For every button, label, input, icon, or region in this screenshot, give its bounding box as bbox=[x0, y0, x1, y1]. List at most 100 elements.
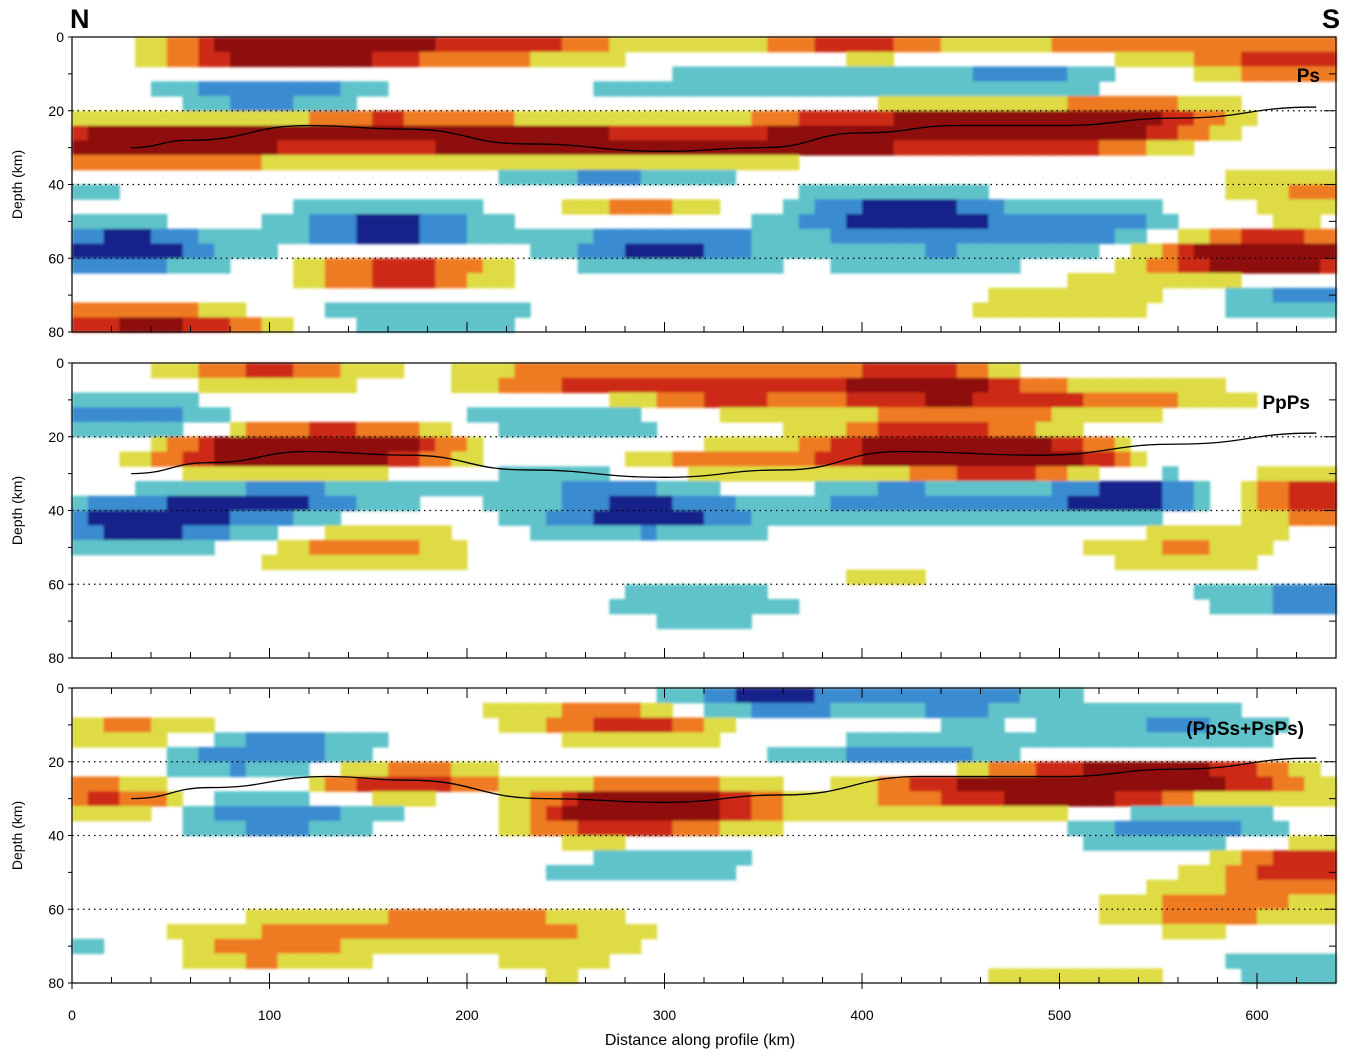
heatmap-cell bbox=[704, 850, 721, 866]
x-tick-label: 600 bbox=[1245, 1007, 1269, 1023]
heatmap-cell bbox=[735, 243, 752, 259]
heatmap-cell bbox=[261, 732, 278, 748]
heatmap-cell bbox=[340, 51, 357, 68]
heatmap-cell bbox=[656, 525, 673, 541]
heatmap-cell bbox=[435, 436, 452, 453]
heatmap-cell bbox=[625, 850, 642, 866]
heatmap-cell bbox=[941, 732, 958, 748]
heatmap-cell bbox=[877, 451, 895, 467]
heatmap-cell bbox=[166, 495, 184, 512]
heatmap-cell bbox=[198, 510, 215, 526]
heatmap-cell bbox=[1067, 110, 1084, 127]
heatmap-cell bbox=[87, 495, 105, 512]
heatmap-cell bbox=[1193, 717, 1211, 733]
heatmap-cell bbox=[1320, 495, 1337, 512]
heatmap-cell bbox=[577, 702, 594, 719]
heatmap-cell bbox=[561, 953, 579, 969]
heatmap-cell bbox=[1051, 125, 1068, 141]
heatmap-cell bbox=[751, 258, 768, 274]
heatmap-cell bbox=[230, 363, 247, 379]
heatmap-cell bbox=[1241, 540, 1258, 556]
heatmap-cell bbox=[625, 702, 642, 719]
heatmap-cell bbox=[103, 125, 120, 141]
heatmap-cell bbox=[356, 140, 373, 156]
heatmap-cell bbox=[609, 363, 626, 379]
heatmap-cell bbox=[198, 761, 215, 778]
heatmap-cell bbox=[467, 909, 484, 925]
heatmap-cell bbox=[309, 37, 326, 53]
heatmap-cell bbox=[451, 125, 468, 141]
heatmap-cell bbox=[1241, 554, 1258, 571]
heatmap-cell bbox=[956, 791, 974, 807]
heatmap-cell bbox=[1067, 81, 1084, 97]
heatmap-cell bbox=[198, 525, 215, 541]
heatmap-cell bbox=[356, 317, 373, 333]
heatmap-cell bbox=[214, 451, 231, 467]
heatmap-cell bbox=[340, 140, 357, 156]
heatmap-cell bbox=[830, 451, 847, 467]
heatmap-cell bbox=[846, 184, 863, 200]
heatmap-cell bbox=[1257, 466, 1274, 482]
heatmap-cell bbox=[783, 791, 800, 807]
heatmap-cell bbox=[593, 953, 610, 969]
heatmap-cell bbox=[956, 702, 974, 719]
heatmap-cell bbox=[182, 717, 199, 733]
heatmap-cell bbox=[561, 938, 579, 955]
heatmap-cell bbox=[672, 613, 689, 630]
heatmap-cell bbox=[704, 820, 721, 837]
heatmap-cell bbox=[1241, 287, 1258, 304]
heatmap-cell bbox=[972, 302, 989, 318]
heatmap-cell bbox=[198, 363, 215, 379]
heatmap-cell bbox=[135, 481, 152, 497]
y-axis-label-ppss-psps: Depth (km) bbox=[9, 801, 25, 870]
heatmap-cell bbox=[1020, 377, 1037, 394]
heatmap-cell bbox=[830, 747, 847, 763]
heatmap-cell bbox=[514, 510, 531, 526]
heatmap-cell bbox=[403, 302, 421, 318]
heatmap-cell bbox=[1114, 968, 1132, 984]
heatmap-cell bbox=[87, 938, 105, 955]
heatmap-cell bbox=[1178, 732, 1195, 748]
moho-line-ppps bbox=[131, 432, 1317, 478]
heatmap-cell bbox=[751, 791, 768, 807]
heatmap-cell bbox=[72, 110, 89, 127]
heatmap-cell bbox=[103, 110, 120, 127]
heatmap-cell bbox=[988, 81, 1005, 97]
heatmap-cell bbox=[672, 688, 689, 704]
heatmap-cell bbox=[324, 363, 342, 379]
heatmap-cell bbox=[1114, 510, 1132, 526]
heatmap-cell bbox=[103, 791, 120, 807]
heatmap-cell bbox=[814, 377, 831, 394]
heatmap-cell bbox=[672, 599, 689, 615]
heatmap-cell bbox=[719, 243, 737, 259]
heatmap-cell bbox=[1035, 81, 1053, 97]
heatmap-cell bbox=[561, 169, 579, 186]
heatmap-cell bbox=[135, 422, 152, 438]
heatmap-cell bbox=[1225, 392, 1242, 408]
heatmap-cell bbox=[972, 436, 989, 453]
heatmap-cell bbox=[1004, 747, 1021, 763]
heatmap-cell bbox=[1035, 392, 1053, 408]
heatmap-cell bbox=[767, 599, 784, 615]
heatmap-cell bbox=[798, 214, 816, 230]
heatmap-cell bbox=[1193, 554, 1211, 571]
heatmap-cell bbox=[546, 909, 563, 925]
heatmap-cell bbox=[435, 317, 452, 333]
heatmap-cell bbox=[577, 938, 594, 955]
heatmap-cell bbox=[451, 155, 468, 171]
heatmap-cell bbox=[1020, 968, 1037, 984]
heatmap-cell bbox=[261, 422, 278, 438]
heatmap-cell bbox=[372, 422, 389, 438]
heatmap-cell bbox=[1114, 287, 1132, 304]
heatmap-cell bbox=[514, 407, 531, 423]
heatmap-cell bbox=[625, 451, 642, 467]
heatmap-cell bbox=[862, 199, 879, 215]
y-axis-label-ps: Depth (km) bbox=[9, 150, 25, 219]
heatmap-cell bbox=[735, 66, 752, 82]
heatmap-cell bbox=[340, 258, 357, 274]
heatmap-cell bbox=[1304, 510, 1321, 526]
heatmap-cell bbox=[119, 214, 136, 230]
heatmap-cell bbox=[719, 702, 737, 719]
heatmap-cell bbox=[1225, 953, 1242, 969]
